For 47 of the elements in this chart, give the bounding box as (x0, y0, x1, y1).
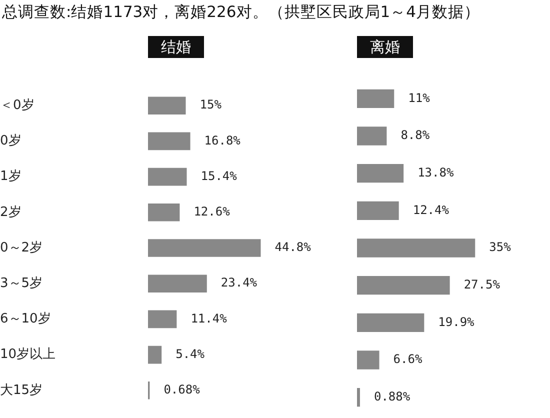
bar (357, 238, 476, 258)
bar (148, 274, 207, 292)
bar (148, 96, 186, 114)
bar (357, 276, 450, 295)
y-tick-label: 10岁以上 (0, 347, 56, 362)
y-tick-label: 大15岁 (0, 382, 43, 398)
bar (148, 346, 162, 364)
bar (148, 204, 180, 222)
data-label: 5.4% (176, 346, 206, 361)
data-label: 19.9% (438, 314, 476, 329)
bar (357, 126, 387, 146)
data-label: 15.4% (200, 168, 238, 183)
bar (357, 388, 360, 407)
data-label: 15% (200, 98, 222, 112)
y-tick-label: 1岁 (0, 169, 22, 184)
y-tick-label: 3～5岁 (0, 276, 43, 291)
data-label: 0.88% (374, 389, 411, 404)
bar (357, 201, 399, 220)
bar (357, 164, 404, 183)
data-label: 0.68% (164, 382, 201, 397)
bar (148, 310, 177, 328)
y-tick-label: 2岁 (0, 204, 22, 220)
data-label: 8.8% (400, 128, 430, 142)
bar (357, 313, 424, 332)
bar (148, 168, 187, 186)
data-label: 12.6% (194, 204, 231, 219)
y-tick-label: ＜0岁 (0, 98, 34, 113)
data-label: 12.4% (412, 202, 450, 217)
chart-title: 离婚 (357, 36, 413, 58)
data-label: 27.5% (464, 277, 501, 292)
y-tick-label: 0～2岁 (0, 240, 43, 256)
data-label: 11.4% (190, 311, 228, 326)
bar (148, 239, 261, 257)
data-label: 16.8% (204, 133, 242, 148)
data-label: 11% (408, 90, 431, 105)
data-label: 13.8% (418, 165, 454, 180)
data-label: 23.4% (220, 276, 258, 290)
y-tick-label: 0岁 (0, 134, 22, 149)
chart-title: 结婚 (148, 36, 204, 58)
data-label: 35% (489, 240, 512, 254)
bar (357, 350, 380, 370)
data-label: 44.8% (274, 240, 312, 254)
text: 总调查数:结婚1173对，离婚226对。（拱墅区民政局1～4月数据） (2, 2, 480, 23)
bar (357, 89, 394, 108)
data-label: 6.6% (393, 352, 423, 366)
bar (148, 132, 190, 150)
y-tick-label: 6～10岁 (0, 312, 51, 327)
